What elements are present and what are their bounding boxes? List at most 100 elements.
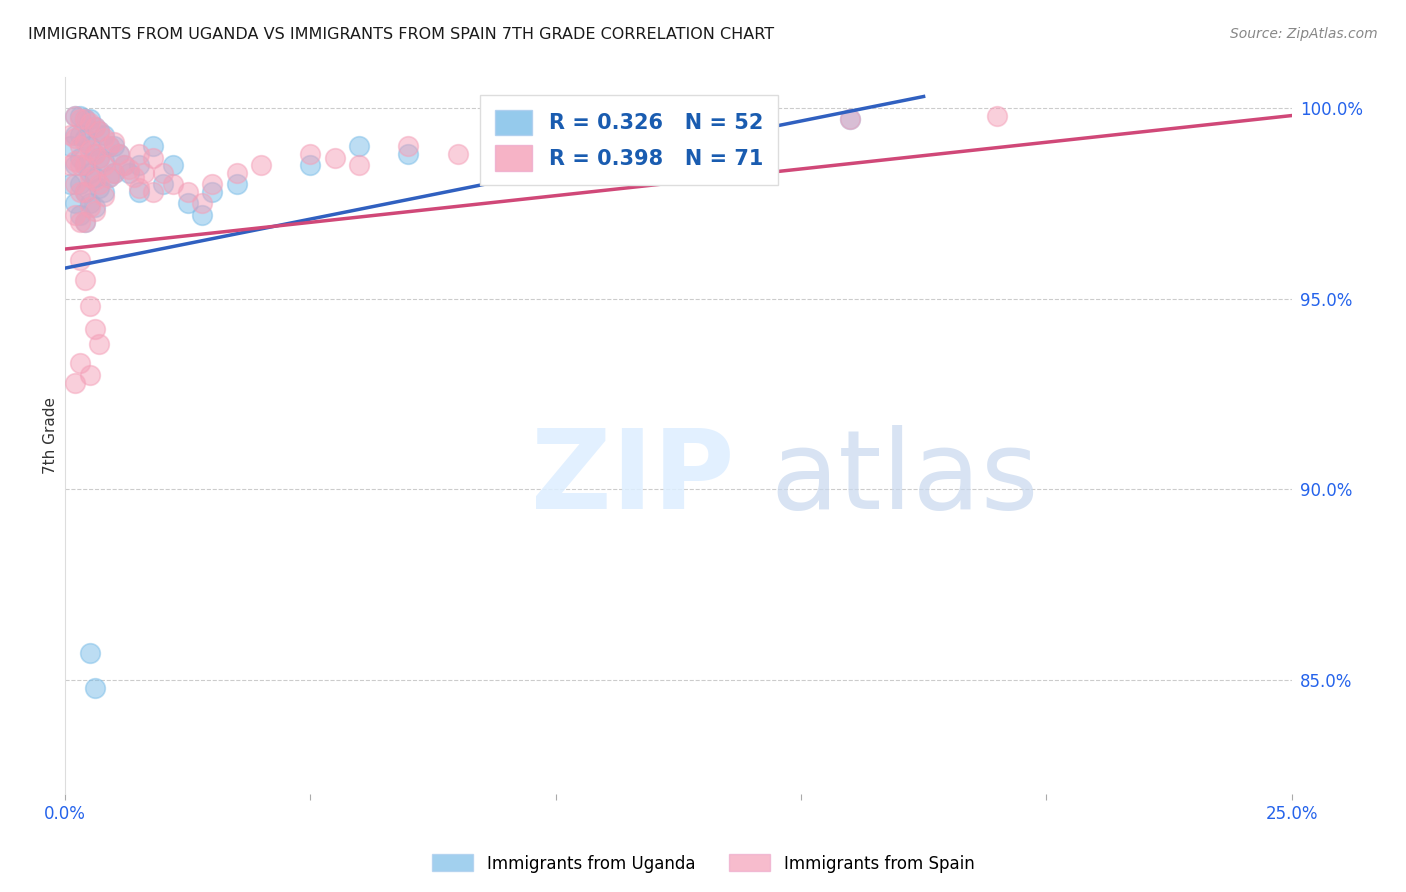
Point <box>128 181 150 195</box>
Point <box>118 161 141 176</box>
Legend: Immigrants from Uganda, Immigrants from Spain: Immigrants from Uganda, Immigrants from … <box>425 847 981 880</box>
Point <box>63 128 86 142</box>
Point <box>73 215 96 229</box>
Point <box>83 200 105 214</box>
Point <box>98 169 121 184</box>
Point <box>692 128 714 142</box>
Point <box>398 139 420 153</box>
Point <box>544 128 567 142</box>
Point <box>93 154 115 169</box>
Point <box>108 146 131 161</box>
Point <box>79 299 101 313</box>
Point <box>89 337 111 351</box>
Point <box>73 215 96 229</box>
Point <box>593 139 616 153</box>
Point <box>162 158 184 172</box>
Point <box>73 185 96 199</box>
Point <box>142 139 165 153</box>
Point <box>69 253 91 268</box>
Point <box>98 139 121 153</box>
Point <box>643 131 665 145</box>
Point <box>79 200 101 214</box>
Point <box>83 173 105 187</box>
Point <box>225 166 247 180</box>
Point <box>93 185 115 199</box>
Point <box>59 139 82 153</box>
Point <box>79 646 101 660</box>
Point <box>63 178 86 192</box>
Point <box>83 203 105 218</box>
Point <box>122 169 145 184</box>
Point <box>73 131 96 145</box>
Point <box>73 158 96 172</box>
Point <box>79 169 101 184</box>
Point <box>63 109 86 123</box>
Point <box>201 185 224 199</box>
Point <box>98 139 121 153</box>
Point <box>79 166 101 180</box>
Point <box>112 158 135 172</box>
Point <box>323 151 346 165</box>
Point <box>177 196 200 211</box>
Point <box>152 166 174 180</box>
Point <box>128 146 150 161</box>
Point <box>128 158 150 172</box>
Point <box>69 128 91 142</box>
Point <box>103 139 125 153</box>
Point <box>201 178 224 192</box>
Point <box>98 169 121 184</box>
Point <box>63 131 86 145</box>
Text: Source: ZipAtlas.com: Source: ZipAtlas.com <box>1230 27 1378 41</box>
Point <box>59 128 82 142</box>
Y-axis label: 7th Grade: 7th Grade <box>44 398 58 475</box>
Point <box>59 178 82 192</box>
Point <box>69 178 91 192</box>
Point <box>83 322 105 336</box>
Point <box>118 166 141 180</box>
Point <box>63 154 86 169</box>
Point <box>349 158 371 172</box>
Point <box>79 139 101 153</box>
Point <box>152 178 174 192</box>
Point <box>299 146 322 161</box>
Text: ZIP: ZIP <box>531 425 734 533</box>
Point <box>79 368 101 382</box>
Point <box>162 178 184 192</box>
Point <box>191 196 214 211</box>
Point <box>103 166 125 180</box>
Point <box>349 139 371 153</box>
Point <box>63 376 86 390</box>
Point <box>299 158 322 172</box>
Point <box>93 131 115 145</box>
Point <box>73 272 96 286</box>
Point <box>83 681 105 695</box>
Point <box>63 196 86 211</box>
Point <box>63 109 86 123</box>
Point <box>191 208 214 222</box>
Point <box>89 124 111 138</box>
Point <box>69 109 91 123</box>
Point <box>986 109 1008 123</box>
Point <box>63 158 86 172</box>
Point <box>839 112 862 127</box>
Point <box>69 208 91 222</box>
Point <box>73 112 96 127</box>
Point <box>79 196 101 211</box>
Point <box>495 151 517 165</box>
Point <box>79 143 101 157</box>
Point <box>128 185 150 199</box>
Point <box>103 135 125 149</box>
Point <box>132 166 155 180</box>
Point <box>89 151 111 165</box>
Point <box>89 178 111 192</box>
Point <box>73 112 96 127</box>
Point <box>59 158 82 172</box>
Point <box>112 158 135 172</box>
Point <box>108 146 131 161</box>
Point <box>79 116 101 130</box>
Point <box>142 151 165 165</box>
Text: atlas: atlas <box>770 425 1039 533</box>
Point <box>69 139 91 153</box>
Point <box>73 185 96 199</box>
Point <box>250 158 273 172</box>
